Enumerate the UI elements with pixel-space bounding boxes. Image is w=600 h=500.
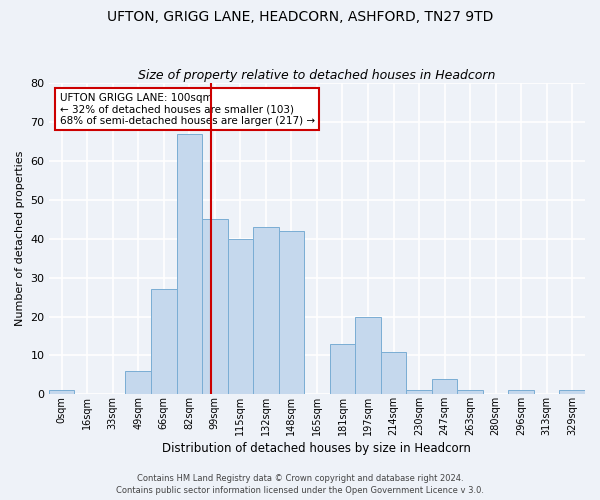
Bar [151,290,176,395]
Bar [559,390,585,394]
Bar [406,390,432,394]
Bar [381,352,406,395]
Bar [457,390,483,394]
Bar [329,344,355,394]
Title: Size of property relative to detached houses in Headcorn: Size of property relative to detached ho… [138,69,496,82]
Text: UFTON GRIGG LANE: 100sqm
← 32% of detached houses are smaller (103)
68% of semi-: UFTON GRIGG LANE: 100sqm ← 32% of detach… [59,92,314,126]
Bar [432,378,457,394]
Bar [176,134,202,394]
Bar [278,231,304,394]
Bar [253,227,278,394]
Text: Contains HM Land Registry data © Crown copyright and database right 2024.
Contai: Contains HM Land Registry data © Crown c… [116,474,484,495]
X-axis label: Distribution of detached houses by size in Headcorn: Distribution of detached houses by size … [163,442,472,455]
Text: UFTON, GRIGG LANE, HEADCORN, ASHFORD, TN27 9TD: UFTON, GRIGG LANE, HEADCORN, ASHFORD, TN… [107,10,493,24]
Bar [355,316,381,394]
Bar [227,238,253,394]
Bar [508,390,534,394]
Y-axis label: Number of detached properties: Number of detached properties [15,151,25,326]
Bar [202,220,227,394]
Bar [49,390,74,394]
Bar [125,371,151,394]
